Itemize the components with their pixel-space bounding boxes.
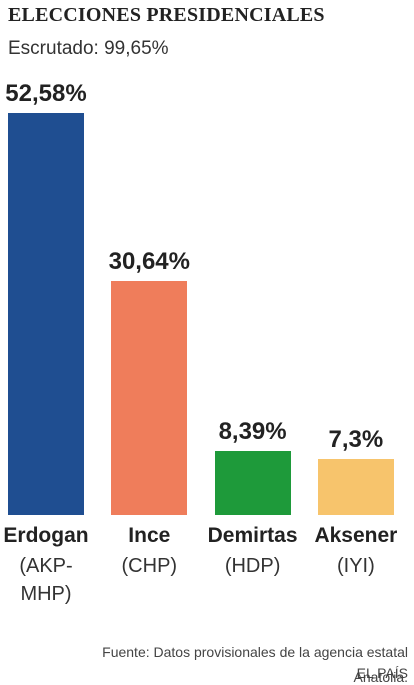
bar xyxy=(214,450,291,515)
category-label: Ince xyxy=(128,524,171,547)
source-text: Fuente: Datos provisionales de la agenci… xyxy=(102,644,408,685)
source-note: Fuente: Datos provisionales de la agenci… xyxy=(78,640,408,685)
chart-title: ELECCIONES PRESIDENCIALES xyxy=(8,4,325,26)
party-label: (AKP-MHP) xyxy=(19,555,73,605)
category-label: Aksener xyxy=(314,524,398,547)
credit: EL PAÍS xyxy=(356,665,408,681)
party-label: (IYI) xyxy=(337,555,375,577)
category-label: Demirtas xyxy=(207,524,298,547)
bar xyxy=(317,459,394,515)
category-label: Erdogan xyxy=(3,524,89,547)
chart-subtitle: Escrutado: 99,65% xyxy=(8,38,169,59)
bar xyxy=(111,280,188,515)
value-label: 52,58% xyxy=(5,80,87,108)
value-label: 7,3% xyxy=(328,426,384,454)
bar xyxy=(8,113,84,515)
value-label: 8,39% xyxy=(218,417,287,445)
party-label: (HDP) xyxy=(224,555,281,577)
value-label: 30,64% xyxy=(108,247,190,275)
party-label: (CHP) xyxy=(121,555,178,577)
